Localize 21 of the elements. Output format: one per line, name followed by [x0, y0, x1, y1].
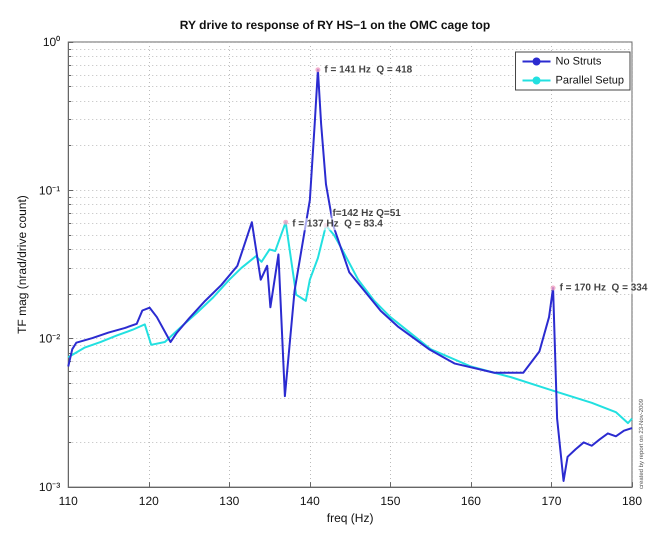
x-tick-label: 160	[460, 494, 482, 508]
x-axis-title: freq (Hz)	[326, 511, 374, 525]
x-tick-label: 110	[58, 494, 78, 508]
y-axis-title: TF mag (nrad/drive count)	[15, 195, 29, 334]
y-tick-label: 10⁻³	[38, 480, 60, 494]
y-tick-label: 10⁰	[42, 35, 60, 49]
x-tick-label: 170	[541, 494, 562, 508]
annotation: f = 137 Hz Q = 83.4	[292, 218, 384, 230]
x-tick-label: 150	[380, 494, 401, 508]
annotation: f = 170 Hz Q = 334	[560, 282, 648, 294]
x-tick-label: 130	[219, 494, 240, 508]
legend-label: Parallel Setup	[556, 74, 624, 86]
annotation: f=142 Hz Q=51	[332, 208, 402, 219]
y-tick-label: 10⁻²	[38, 332, 60, 346]
x-tick-label: 140	[300, 494, 320, 508]
x-tick-label: 120	[138, 494, 160, 508]
legend-label: No Struts	[556, 56, 602, 68]
chart-title: RY drive to response of RY HS−1 on the OMC cage top	[180, 18, 490, 32]
y-tick-label: 10⁻¹	[38, 183, 60, 198]
annotation: f = 141 Hz Q = 418	[324, 64, 413, 76]
x-tick-label: 180	[622, 494, 642, 508]
